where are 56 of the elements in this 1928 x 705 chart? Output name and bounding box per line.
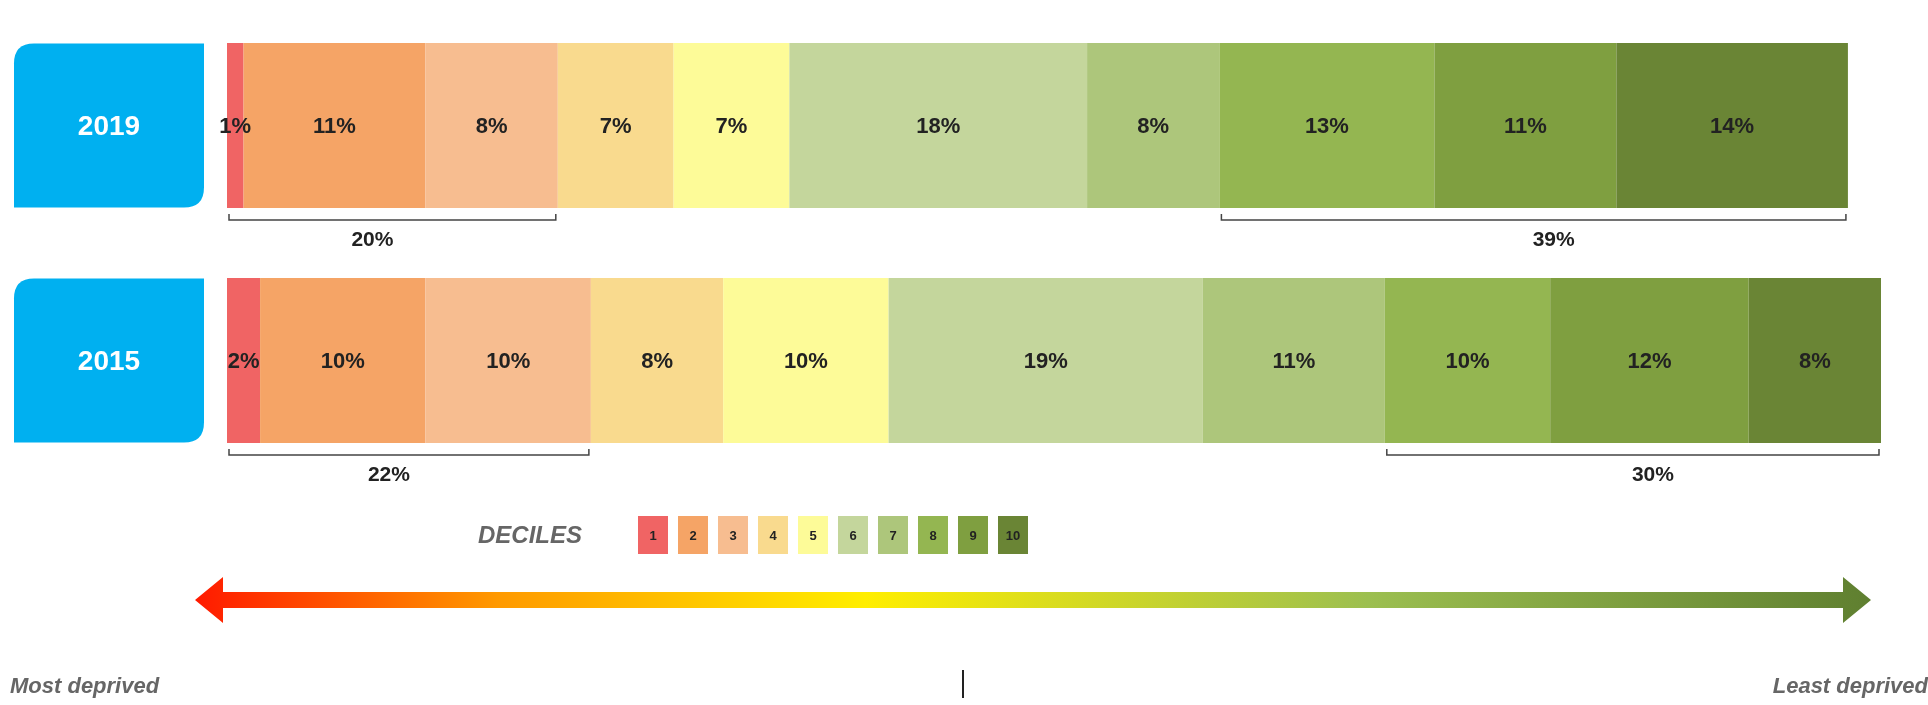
data-label: 7% <box>599 113 632 138</box>
bar <box>1384 278 1551 443</box>
bar <box>1748 278 1881 443</box>
annotation: 20% <box>351 227 394 250</box>
data-label: 10% <box>320 348 365 373</box>
annotation: 30% <box>1631 462 1675 485</box>
bar <box>557 43 674 208</box>
text: 4 <box>758 516 789 554</box>
bar <box>789 43 1088 208</box>
text: Most deprived <box>10 673 160 699</box>
data-label: 8% <box>1137 113 1170 138</box>
bar <box>1550 278 1749 443</box>
text: 10 <box>998 516 1029 554</box>
text: 7 <box>878 516 909 554</box>
text: 1 <box>638 516 669 554</box>
data-label: 10% <box>486 348 531 373</box>
bar <box>673 43 790 208</box>
text: Least deprived <box>1772 673 1928 699</box>
bar <box>888 278 1203 443</box>
bar <box>1616 43 1848 208</box>
text: 8 <box>918 516 949 554</box>
data-label: 10% <box>1445 348 1490 373</box>
data-label: 13% <box>1304 113 1349 138</box>
y-tick-label: 2015 <box>77 345 141 376</box>
text: 5 <box>798 516 829 554</box>
data-label: 11% <box>313 113 356 138</box>
annotation: 39% <box>1532 227 1575 250</box>
data-label: 11% <box>1503 113 1547 138</box>
text: 2 <box>678 516 709 554</box>
bar <box>425 278 591 443</box>
text: 9 <box>958 516 989 554</box>
bar <box>1434 43 1617 208</box>
y-tick-label: 2019 <box>77 110 141 141</box>
bar <box>260 278 426 443</box>
data-label: 2% <box>227 348 260 373</box>
data-label: 10% <box>783 348 828 373</box>
data-label: 8% <box>475 113 508 138</box>
text: 3 <box>718 516 749 554</box>
data-label: 19% <box>1023 348 1068 373</box>
bar <box>1087 43 1220 208</box>
bar <box>1219 43 1435 208</box>
data-label: 18% <box>916 113 961 138</box>
annotation: 22% <box>367 462 411 485</box>
legend-title: DECILES <box>478 521 583 549</box>
bar <box>723 278 889 443</box>
data-label: 8% <box>641 348 673 373</box>
bar <box>1202 278 1385 443</box>
data-label: 8% <box>1798 348 1831 373</box>
bar <box>425 43 558 208</box>
bar <box>227 278 261 443</box>
bar <box>590 278 724 443</box>
text: 6 <box>838 516 869 554</box>
data-label: 11% <box>1272 348 1316 373</box>
data-label: 7% <box>715 113 748 138</box>
data-label: 12% <box>1627 348 1672 373</box>
data-label: 14% <box>1710 113 1755 138</box>
